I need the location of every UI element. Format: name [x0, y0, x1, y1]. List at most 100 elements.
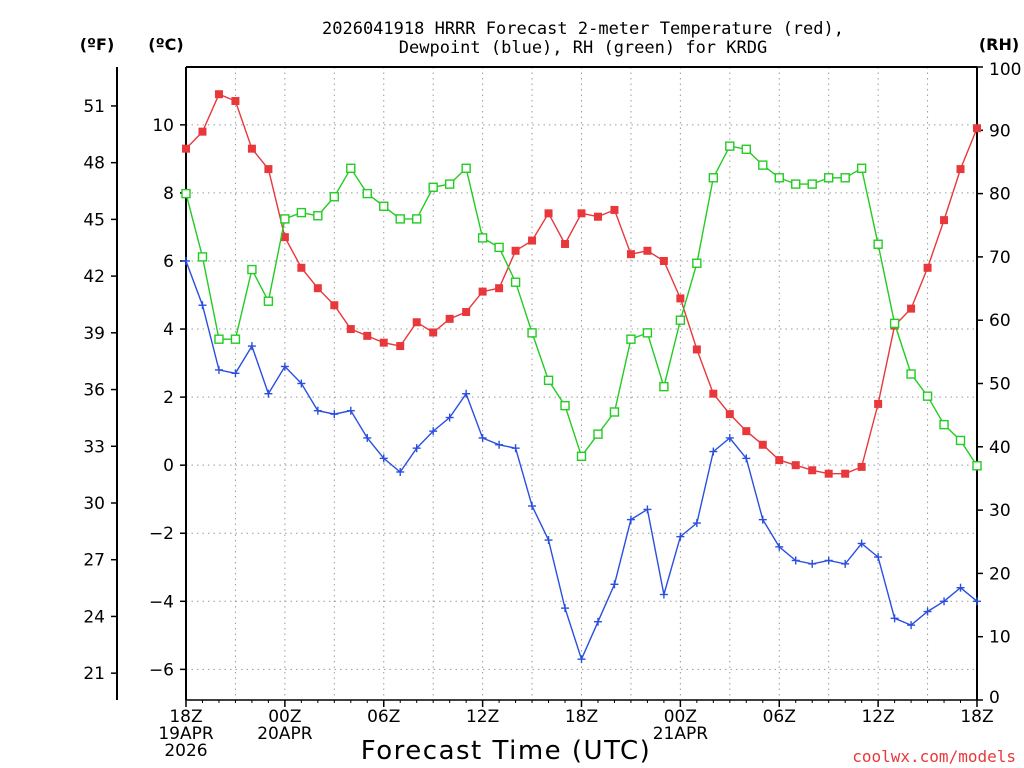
temperature-point — [577, 209, 586, 218]
temperature-point — [214, 90, 223, 99]
dewpoint-point — [264, 389, 273, 398]
dewpoint-point — [626, 515, 635, 524]
dewpoint-point — [182, 256, 190, 265]
rh-point — [263, 296, 274, 306]
fahrenheit-tick-label: 33 — [83, 437, 105, 457]
rh-tick-label: 80 — [989, 185, 1011, 205]
chart-title-line-2: Dewpoint (blue), RH (green) for KRDG — [399, 38, 767, 58]
dewpoint-point — [495, 440, 504, 449]
rh-tick-label: 10 — [989, 628, 1011, 648]
dewpoint-point — [379, 454, 388, 463]
x-tick-label: 19APR — [158, 724, 214, 744]
credit-text: coolwx.com/models — [852, 747, 1016, 766]
rh-point — [609, 407, 620, 417]
fahrenheit-tick-label: 21 — [83, 664, 105, 684]
temperature-point — [561, 239, 570, 248]
rh-point — [807, 179, 817, 189]
dewpoint-point — [973, 597, 981, 606]
rh-point — [197, 252, 208, 262]
temperature-point — [478, 287, 487, 296]
temperature-point — [791, 461, 800, 470]
rh-point — [906, 369, 916, 379]
series-filled-square — [182, 90, 981, 478]
fahrenheit-tick-label: 45 — [83, 210, 105, 230]
rh-point — [230, 334, 241, 344]
temperature-point — [363, 331, 372, 340]
temperature-point — [824, 469, 833, 478]
temperature-point — [956, 165, 965, 174]
temperature-point — [643, 246, 652, 255]
rh-tick-label: 70 — [989, 248, 1011, 268]
x-tick-label: 21APR — [653, 724, 709, 744]
rh-point — [247, 264, 257, 275]
fahrenheit-unit-label: (ºF) — [80, 35, 115, 54]
rh-point — [379, 201, 389, 211]
rh-point — [296, 207, 307, 218]
dewpoint-point — [907, 621, 916, 630]
rh-point — [527, 328, 537, 338]
fahrenheit-tick-label: 48 — [83, 154, 105, 174]
dewpoint-point — [280, 362, 289, 371]
temperature-point — [511, 246, 520, 255]
rh-point — [560, 400, 570, 411]
dewpoint-point — [247, 342, 256, 351]
rh-tick-label: 30 — [989, 501, 1011, 521]
data-series — [181, 90, 982, 664]
rh-point — [477, 233, 488, 243]
rh-point — [741, 144, 751, 154]
celsius-tick-label: 8 — [163, 184, 174, 204]
dewpoint-point — [561, 604, 570, 613]
series-line — [185, 93, 978, 475]
celsius-tick-label: 10 — [152, 116, 174, 136]
dewpoint-point — [297, 379, 306, 388]
dewpoint-point — [511, 444, 520, 453]
rh-point — [444, 179, 455, 189]
dewpoint-point — [758, 515, 767, 524]
temperature-point — [676, 294, 685, 303]
rh-point — [675, 315, 686, 325]
x-tick-label: 00Z — [664, 707, 697, 727]
temperature-point — [841, 469, 850, 478]
x-tick-label: 18Z — [169, 707, 202, 727]
rh-tick-label: 100 — [989, 60, 1021, 80]
celsius-tick-label: 6 — [163, 252, 174, 272]
fahrenheit-tick-label: 30 — [83, 494, 105, 514]
dewpoint-point — [346, 406, 355, 415]
temperature-point — [775, 456, 784, 465]
rh-point — [955, 435, 966, 446]
x-axis-title: Forecast Time (UTC) — [361, 736, 652, 766]
fahrenheit-tick-label: 39 — [83, 324, 105, 344]
dewpoint-point — [923, 607, 932, 616]
temperature-point — [396, 342, 405, 351]
x-tick-label: 06Z — [367, 707, 400, 727]
rh-point — [972, 461, 982, 471]
rh-point — [659, 381, 669, 392]
rh-point — [626, 334, 636, 344]
rh-point — [494, 242, 504, 253]
dewpoint-point — [742, 454, 751, 463]
dewpoint-point — [214, 365, 223, 374]
rh-tick-label: 50 — [989, 375, 1011, 395]
dewpoint-point — [363, 433, 372, 442]
temperature-point — [610, 205, 619, 214]
x-tick-label: 00Z — [268, 707, 301, 727]
dewpoint-point — [544, 536, 553, 545]
rh-point — [856, 163, 867, 173]
dewpoint-point — [857, 539, 866, 548]
fahrenheit-tick-label: 36 — [83, 381, 105, 401]
x-tick-label: 2026 — [164, 741, 207, 761]
temperature-point — [626, 250, 635, 259]
dewpoint-point — [890, 614, 899, 623]
tick-labels: 51484542393633302724211086420−2−4−610090… — [83, 60, 1021, 761]
temperature-point — [725, 410, 734, 419]
rh-point — [346, 163, 356, 173]
rh-point — [313, 211, 323, 221]
dewpoint-point — [956, 583, 965, 592]
dewpoint-point — [231, 369, 240, 378]
temperature-point — [198, 127, 207, 136]
grid-lines — [186, 67, 977, 700]
dewpoint-point — [462, 389, 471, 398]
temperature-point — [808, 466, 817, 475]
temperature-point — [182, 144, 190, 153]
dewpoint-point — [775, 542, 784, 551]
